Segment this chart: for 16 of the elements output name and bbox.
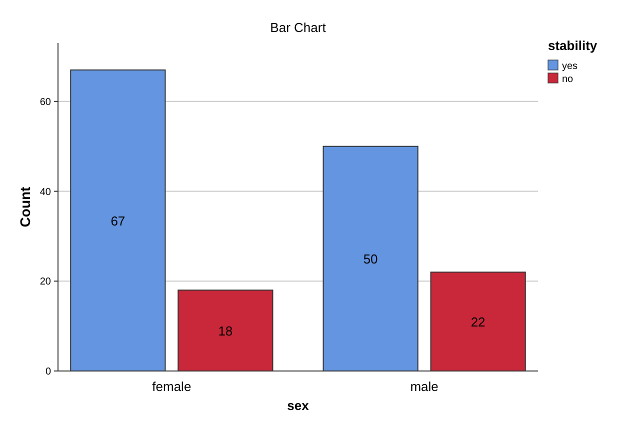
x-tick-label: female: [152, 379, 192, 394]
data-label: 50: [363, 252, 378, 267]
y-tick-label: 20: [40, 276, 52, 288]
data-label: 22: [470, 314, 486, 330]
y-tick-label: 60: [40, 96, 52, 108]
data-label: 18: [218, 324, 233, 339]
legend-title: stability: [548, 38, 598, 53]
legend-label: no: [562, 74, 574, 85]
x-tick-label: male: [410, 379, 438, 394]
y-tick-label: 0: [45, 366, 52, 378]
y-axis-title: Count: [17, 186, 33, 228]
legend-label: yes: [562, 61, 578, 72]
chart-title: Bar Chart: [270, 20, 326, 35]
y-tick-label: 40: [40, 186, 52, 198]
data-label: 67: [110, 213, 126, 228]
x-axis-title: sex: [287, 398, 310, 413]
